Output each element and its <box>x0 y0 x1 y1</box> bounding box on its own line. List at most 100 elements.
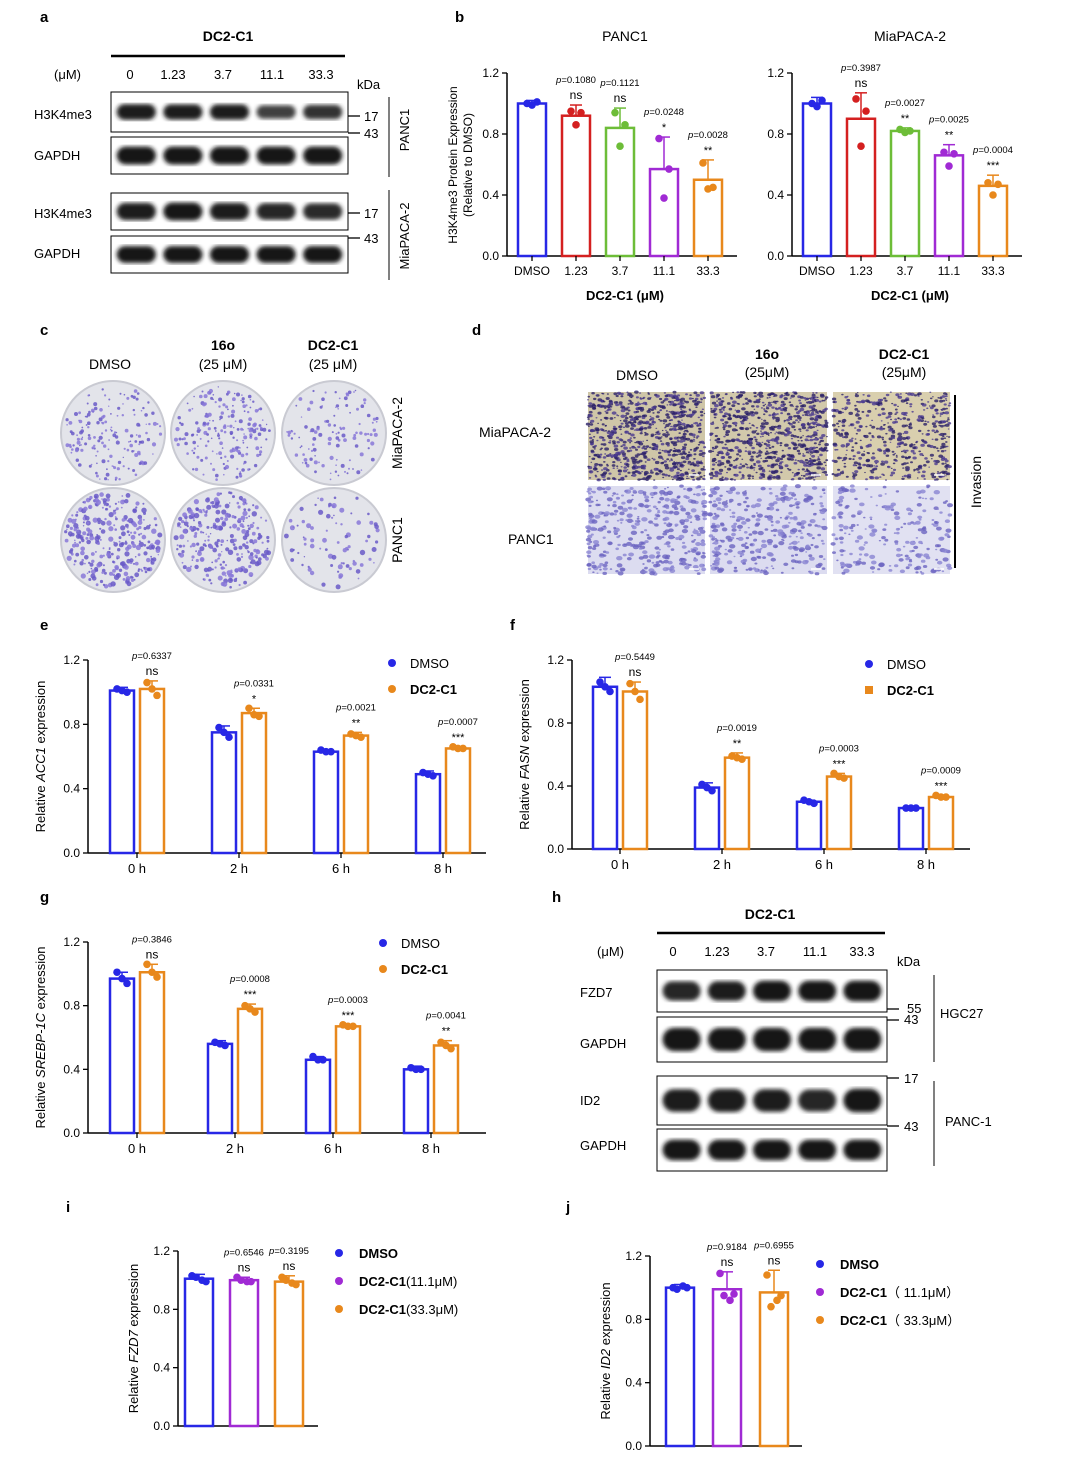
invasion-cell <box>762 556 767 559</box>
invasion-cell <box>901 455 905 459</box>
invasion-cell <box>857 400 862 404</box>
colony <box>204 456 208 460</box>
invasion-cell <box>634 390 639 394</box>
invasion-cell <box>658 418 661 421</box>
colony <box>297 551 300 555</box>
colony <box>229 491 233 495</box>
invasion-cell <box>798 529 802 533</box>
colony <box>176 443 180 447</box>
colony <box>331 554 337 560</box>
invasion-cell <box>845 449 848 451</box>
colony <box>75 543 80 548</box>
invasion-cell <box>790 437 794 440</box>
colony <box>246 541 249 544</box>
invasion-cell <box>785 393 790 397</box>
colony <box>231 409 236 414</box>
colony <box>138 525 142 530</box>
invasion-cell <box>787 434 790 436</box>
invasion-cell <box>642 401 647 405</box>
invasion-cell <box>588 433 591 435</box>
f-ytick-label: 1.2 <box>547 653 564 667</box>
invasion-cell <box>812 459 817 462</box>
invasion-cell <box>880 425 883 428</box>
invasion-cell <box>661 436 663 438</box>
invasion-cell <box>751 405 755 408</box>
invasion-cell <box>692 438 695 441</box>
invasion-cell <box>812 450 815 452</box>
e-dc2c1-point <box>148 685 156 693</box>
colony <box>335 432 338 435</box>
colony-plate <box>60 380 166 486</box>
colony <box>286 431 288 433</box>
j-ytick-label: 0.0 <box>625 1439 642 1453</box>
colony-plates <box>60 380 387 593</box>
invasion-cell <box>932 446 937 449</box>
colony <box>85 536 89 540</box>
invasion-cell <box>876 427 879 430</box>
invasion-cell <box>784 443 789 447</box>
invasion-cell <box>753 539 757 542</box>
invasion-cell <box>660 494 663 496</box>
invasion-cell <box>613 442 616 444</box>
colony <box>236 467 239 470</box>
invasion-cell <box>690 548 693 550</box>
colony <box>258 534 263 539</box>
invasion-cell <box>652 458 656 461</box>
blot-band <box>707 1089 746 1112</box>
invasion-cell <box>618 473 622 476</box>
invasion-cell <box>885 393 890 397</box>
invasion-cell <box>717 398 722 401</box>
invasion-cell <box>626 465 630 468</box>
invasion-cell <box>611 440 616 443</box>
blot-band <box>662 1027 701 1052</box>
invasion-cell <box>807 436 810 438</box>
invasion-cell <box>859 502 865 507</box>
j-bar <box>664 1286 696 1448</box>
invasion-cell <box>663 392 667 394</box>
invasion-cell <box>655 427 658 429</box>
d-row-1: PANC1 <box>508 531 554 547</box>
colony <box>150 555 153 558</box>
colony <box>121 414 125 417</box>
g-dmso-point <box>118 974 126 983</box>
colony <box>236 557 242 562</box>
invasion-cell <box>749 543 753 546</box>
colony <box>127 441 130 443</box>
invasion-cell <box>745 536 750 540</box>
invasion-cell <box>771 463 777 467</box>
invasion-cell <box>736 453 740 456</box>
invasion-cell <box>855 442 858 444</box>
i-legend-marker <box>335 1305 343 1313</box>
invasion-cell <box>888 569 893 572</box>
b2-point <box>945 162 953 170</box>
invasion-cell <box>935 412 939 415</box>
g-dmso-point <box>216 1040 224 1048</box>
colony <box>242 404 246 409</box>
colony <box>110 552 114 556</box>
invasion-cell <box>756 498 762 502</box>
invasion-cell <box>846 395 849 397</box>
invasion-cell <box>802 474 806 477</box>
colony <box>374 524 379 529</box>
invasion-cell <box>807 401 810 403</box>
invasion-cell <box>606 393 610 395</box>
invasion-cell <box>783 562 789 566</box>
invasion-cell <box>625 463 630 467</box>
colony <box>133 389 138 393</box>
blot-h-row-1: GAPDH <box>580 1036 626 1051</box>
i-bar <box>228 1278 260 1428</box>
colony <box>219 441 223 446</box>
invasion-cell <box>603 461 606 463</box>
invasion-cell <box>764 457 768 460</box>
invasion-cell <box>659 449 661 451</box>
colony <box>214 401 217 404</box>
invasion-cell <box>666 486 669 489</box>
invasion-cell <box>941 442 946 446</box>
colony <box>133 562 135 565</box>
invasion-cell <box>638 502 644 507</box>
g-dc2c1-point <box>442 1041 450 1050</box>
invasion-cell <box>590 533 594 536</box>
invasion-cell <box>612 500 617 504</box>
invasion-cell <box>691 433 696 437</box>
colony <box>96 539 99 541</box>
